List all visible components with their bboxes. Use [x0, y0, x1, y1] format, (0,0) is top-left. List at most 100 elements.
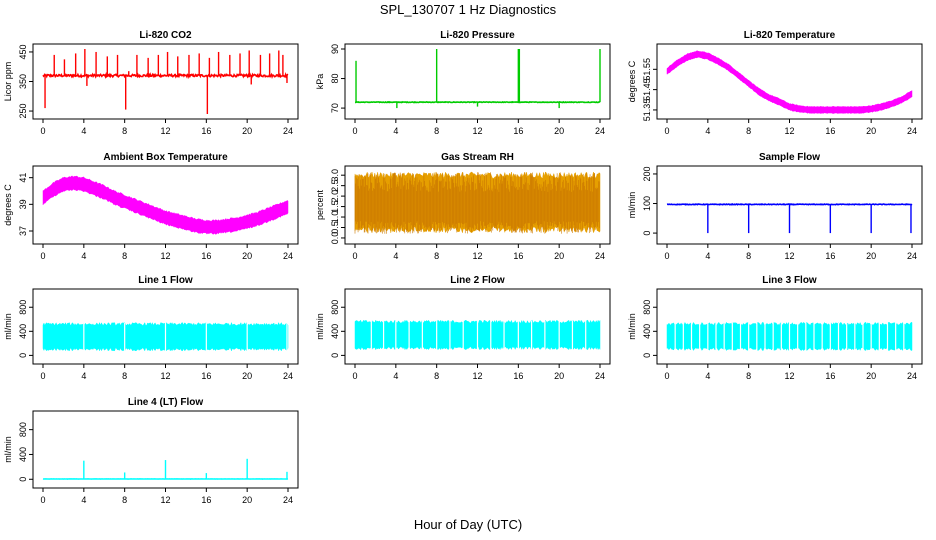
- panel-title: Gas Stream RH: [441, 152, 514, 163]
- panel-6: Line 1 Flow 0 4 8 12 16 20 24 0 400 800 ml/min: [3, 275, 299, 381]
- x-tick-label: 0: [40, 126, 45, 136]
- y-axis-label: kPa: [315, 74, 325, 90]
- x-tick-label: 12: [472, 371, 482, 381]
- y-tick-label: 39: [18, 199, 28, 209]
- x-tick-label: 24: [907, 251, 917, 261]
- data-line: [42, 71, 289, 80]
- panel-data: [354, 319, 601, 352]
- x-tick-label: 20: [554, 251, 564, 261]
- x-tick-label: 8: [122, 126, 127, 136]
- x-tick-label: 20: [242, 126, 252, 136]
- y-tick-label: 400: [642, 324, 652, 339]
- y-tick-label: 200: [642, 166, 652, 181]
- panel-8: Line 3 Flow 0 4 8 12 16 20 24 0 400 800 ml/min: [627, 275, 923, 381]
- y-tick-label: 450: [18, 44, 28, 59]
- y-tick-label: 800: [18, 300, 28, 315]
- x-tick-label: 8: [746, 251, 751, 261]
- panel-4: Gas Stream RH 0 4 8 12 16 20 24 0.00.51.01.52.02…: [315, 152, 611, 261]
- data-band: [666, 50, 913, 114]
- y-axis-label: percent: [315, 189, 325, 220]
- panel-data: [354, 171, 601, 234]
- x-tick-label: 12: [472, 251, 482, 261]
- y-tick-label: 0: [18, 477, 28, 482]
- x-tick-label: 12: [160, 126, 170, 136]
- panel-title: Li-820 Pressure: [440, 30, 515, 41]
- x-tick-label: 12: [160, 371, 170, 381]
- x-tick-label: 16: [513, 251, 523, 261]
- x-tick-label: 8: [746, 371, 751, 381]
- panel-7: Line 2 Flow 0 4 8 12 16 20 24 0 400 800 ml/min: [315, 275, 611, 381]
- panel-9: Line 4 (LT) Flow 0 4 8 12 16 20 24 0 400 800 ml/min: [3, 397, 299, 505]
- x-tick-label: 20: [242, 371, 252, 381]
- panel-data: [666, 50, 913, 114]
- y-axis-label: ml/min: [627, 192, 637, 219]
- x-tick-label: 4: [393, 251, 398, 261]
- x-tick-label: 12: [160, 251, 170, 261]
- y-tick-label: 400: [18, 447, 28, 462]
- y-tick-label: 51.55: [642, 58, 652, 81]
- y-tick-label: 0: [18, 353, 28, 358]
- x-tick-label: 24: [595, 251, 605, 261]
- panel-2: Li-820 Temperature 0 4 8 12 16 20 24 51.3551.455…: [627, 30, 923, 136]
- x-tick-label: 4: [81, 371, 86, 381]
- x-tick-label: 16: [201, 251, 211, 261]
- x-tick-label: 16: [825, 371, 835, 381]
- x-tick-label: 4: [705, 251, 710, 261]
- x-tick-label: 20: [866, 371, 876, 381]
- y-tick-label: 37: [18, 226, 28, 236]
- x-tick-label: 8: [434, 371, 439, 381]
- y-tick-label: 400: [18, 324, 28, 339]
- x-tick-label: 8: [434, 126, 439, 136]
- x-tick-label: 4: [81, 251, 86, 261]
- panel-title: Line 3 Flow: [762, 275, 817, 286]
- y-tick-label: 0: [330, 353, 340, 358]
- x-tick-label: 20: [554, 126, 564, 136]
- x-tick-label: 16: [201, 371, 211, 381]
- panel-data: [666, 321, 913, 353]
- panel-data: [42, 175, 289, 235]
- x-axis-label: Hour of Day (UTC): [413, 517, 523, 532]
- x-tick-label: 24: [283, 371, 293, 381]
- y-tick-label: 800: [18, 422, 28, 437]
- x-tick-label: 24: [595, 371, 605, 381]
- panel-title: Line 4 (LT) Flow: [128, 397, 204, 408]
- y-tick-label: 250: [18, 104, 28, 119]
- panel-title: Li-820 CO2: [139, 30, 192, 41]
- panel-0: Li-820 CO2 0 4 8 12 16 20 24 250 350 450 Licor ppm: [3, 30, 299, 136]
- x-tick-label: 16: [825, 251, 835, 261]
- panel-title: Line 1 Flow: [138, 275, 193, 286]
- x-tick-label: 8: [434, 251, 439, 261]
- y-tick-label: 800: [642, 300, 652, 315]
- page-title: SPL_130707 1 Hz Diagnostics: [379, 2, 557, 17]
- y-tick-label: 3.0: [330, 169, 340, 182]
- x-tick-label: 0: [352, 371, 357, 381]
- y-tick-label: 100: [642, 196, 652, 211]
- panel-data: [666, 203, 913, 234]
- x-tick-label: 16: [513, 371, 523, 381]
- x-tick-label: 4: [705, 371, 710, 381]
- y-tick-label: 1.0: [330, 211, 340, 224]
- x-tick-label: 16: [825, 126, 835, 136]
- x-tick-label: 4: [393, 126, 398, 136]
- panel-data: [42, 321, 289, 353]
- x-tick-label: 0: [40, 495, 45, 505]
- x-tick-label: 8: [746, 126, 751, 136]
- y-tick-label: 0: [642, 231, 652, 236]
- plot-frame: [32, 43, 299, 120]
- x-tick-label: 24: [283, 495, 293, 505]
- x-tick-label: 4: [81, 495, 86, 505]
- x-tick-label: 0: [40, 371, 45, 381]
- x-tick-label: 8: [122, 251, 127, 261]
- panel-data: [355, 49, 601, 109]
- y-tick-label: 2.0: [330, 190, 340, 203]
- panel-title: Li-820 Temperature: [744, 30, 836, 41]
- x-tick-label: 16: [201, 495, 211, 505]
- y-tick-label: 400: [330, 324, 340, 339]
- y-tick-label: 0: [642, 353, 652, 358]
- y-tick-label: 800: [330, 300, 340, 315]
- x-tick-label: 24: [595, 126, 605, 136]
- x-tick-label: 0: [664, 371, 669, 381]
- x-tick-label: 0: [352, 251, 357, 261]
- y-tick-label: 70: [330, 103, 340, 113]
